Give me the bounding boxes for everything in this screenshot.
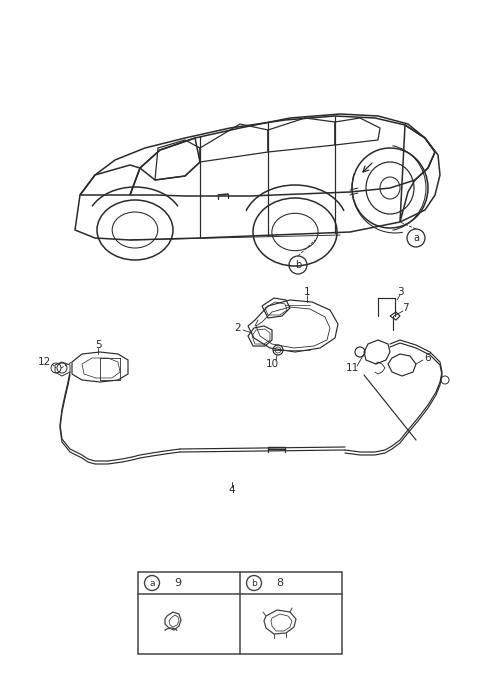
Text: 9: 9 — [174, 578, 181, 588]
Text: 7: 7 — [402, 303, 408, 313]
Text: 2: 2 — [235, 323, 241, 333]
Text: 8: 8 — [276, 578, 284, 588]
Text: 4: 4 — [228, 485, 235, 495]
Text: 12: 12 — [37, 357, 50, 367]
Text: a: a — [413, 233, 419, 243]
Text: 6: 6 — [425, 353, 432, 363]
Text: 11: 11 — [346, 363, 359, 373]
Text: b: b — [251, 578, 257, 588]
Text: a: a — [149, 578, 155, 588]
Text: 10: 10 — [265, 359, 278, 369]
Text: b: b — [295, 260, 301, 270]
Text: 1: 1 — [304, 287, 310, 297]
Text: 3: 3 — [396, 287, 403, 297]
Text: 5: 5 — [95, 340, 101, 350]
Bar — [138, 572, 342, 654]
